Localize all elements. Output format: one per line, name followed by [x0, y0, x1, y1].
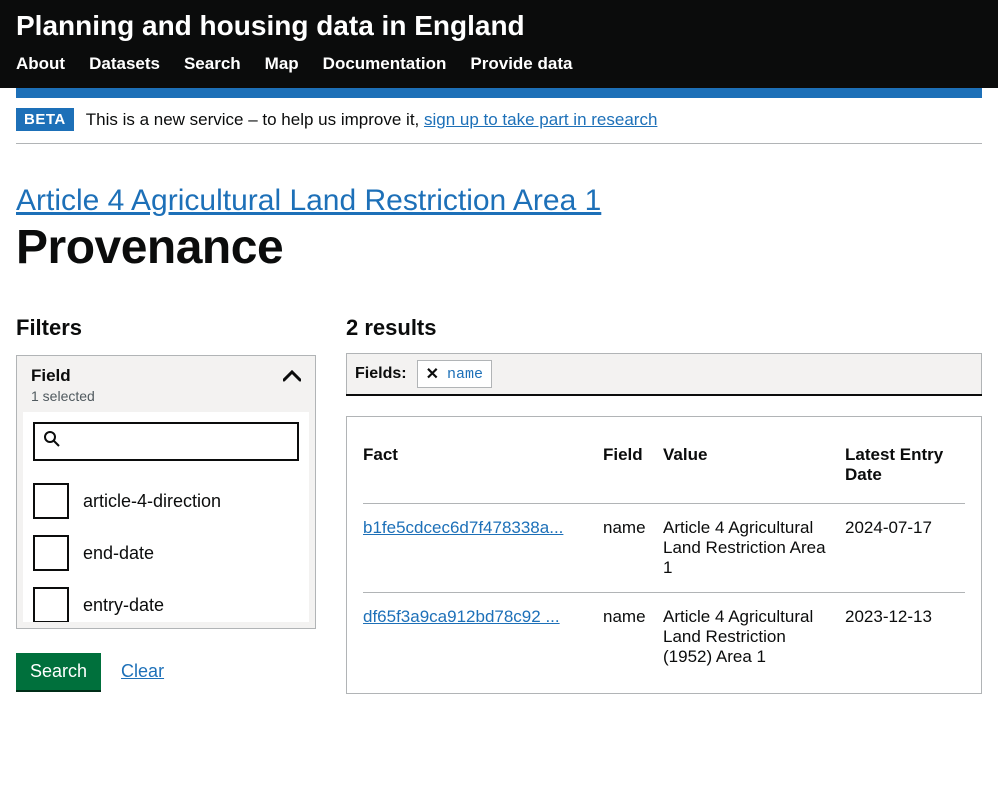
search-icon — [43, 430, 61, 453]
col-value: Value — [663, 435, 845, 504]
page-title: Provenance — [16, 220, 982, 275]
filter-chip[interactable]: ✕ name — [417, 360, 492, 388]
col-field: Field — [603, 435, 663, 504]
cell-date: 2024-07-17 — [845, 504, 965, 593]
checkbox-icon — [33, 483, 69, 519]
nav-search[interactable]: Search — [184, 54, 241, 74]
facet-option[interactable]: entry-date — [33, 579, 299, 622]
facet-option-label: entry-date — [83, 595, 164, 616]
cell-value: Article 4 Agricultural Land Restriction … — [663, 593, 845, 682]
divider — [346, 394, 982, 396]
table-row: b1fe5cdcec6d7f478338a... name Article 4 … — [363, 504, 965, 593]
clear-link[interactable]: Clear — [121, 661, 164, 682]
nav-about[interactable]: About — [16, 54, 65, 74]
cell-field: name — [603, 593, 663, 682]
table-row: df65f3a9ca912bd78c92 ... name Article 4 … — [363, 593, 965, 682]
filters-sidebar: Filters Field 1 selected — [16, 315, 316, 694]
nav-datasets[interactable]: Datasets — [89, 54, 160, 74]
facet-search-input[interactable] — [61, 431, 289, 453]
phase-text-before: This is a new service – to help us impro… — [86, 110, 424, 129]
filter-actions: Search Clear — [16, 653, 316, 690]
checkbox-icon — [33, 535, 69, 571]
nav-documentation[interactable]: Documentation — [323, 54, 447, 74]
nav-provide-data[interactable]: Provide data — [470, 54, 572, 74]
col-date: Latest Entry Date — [845, 435, 965, 504]
site-title: Planning and housing data in England — [16, 10, 982, 42]
chevron-up-icon — [283, 366, 301, 387]
facet-selected-count: 1 selected — [31, 388, 95, 404]
fact-link[interactable]: b1fe5cdcec6d7f478338a... — [363, 518, 563, 537]
close-icon: ✕ — [426, 364, 439, 384]
results-table: Fact Field Value Latest Entry Date b1fe5… — [363, 435, 965, 681]
primary-nav: About Datasets Search Map Documentation … — [16, 54, 982, 74]
accent-strip — [16, 88, 982, 98]
facet-title: Field — [31, 366, 95, 386]
page-caption-link[interactable]: Article 4 Agricultural Land Restriction … — [16, 184, 601, 218]
cell-value: Article 4 Agricultural Land Restriction … — [663, 504, 845, 593]
facet-body: article-4-direction end-date entry-date — [23, 412, 309, 622]
facet-header[interactable]: Field 1 selected — [17, 356, 315, 412]
results-count: 2 results — [346, 315, 982, 341]
results-panel: 2 results Fields: ✕ name Fact Field Valu… — [346, 315, 982, 694]
col-fact: Fact — [363, 435, 603, 504]
nav-map[interactable]: Map — [265, 54, 299, 74]
results-table-box: Fact Field Value Latest Entry Date b1fe5… — [346, 416, 982, 694]
phase-banner: BETA This is a new service – to help us … — [16, 108, 982, 144]
facet-option[interactable]: article-4-direction — [33, 475, 299, 527]
facet-field: Field 1 selected — [16, 355, 316, 629]
phase-research-link[interactable]: sign up to take part in research — [424, 110, 657, 129]
applied-label: Fields: — [355, 365, 407, 383]
applied-filters-bar: Fields: ✕ name — [346, 353, 982, 394]
facet-option-label: article-4-direction — [83, 491, 221, 512]
site-header: Planning and housing data in England Abo… — [0, 0, 998, 88]
filter-chip-value: name — [447, 366, 483, 383]
filters-heading: Filters — [16, 315, 316, 341]
facet-option[interactable]: end-date — [33, 527, 299, 579]
facet-option-label: end-date — [83, 543, 154, 564]
checkbox-icon — [33, 587, 69, 622]
fact-link[interactable]: df65f3a9ca912bd78c92 ... — [363, 607, 560, 626]
search-button[interactable]: Search — [16, 653, 101, 690]
phase-text: This is a new service – to help us impro… — [86, 110, 658, 130]
facet-search-wrap — [33, 422, 299, 461]
phase-tag: BETA — [16, 108, 74, 131]
cell-field: name — [603, 504, 663, 593]
cell-date: 2023-12-13 — [845, 593, 965, 682]
main-content: Article 4 Agricultural Land Restriction … — [0, 144, 998, 724]
